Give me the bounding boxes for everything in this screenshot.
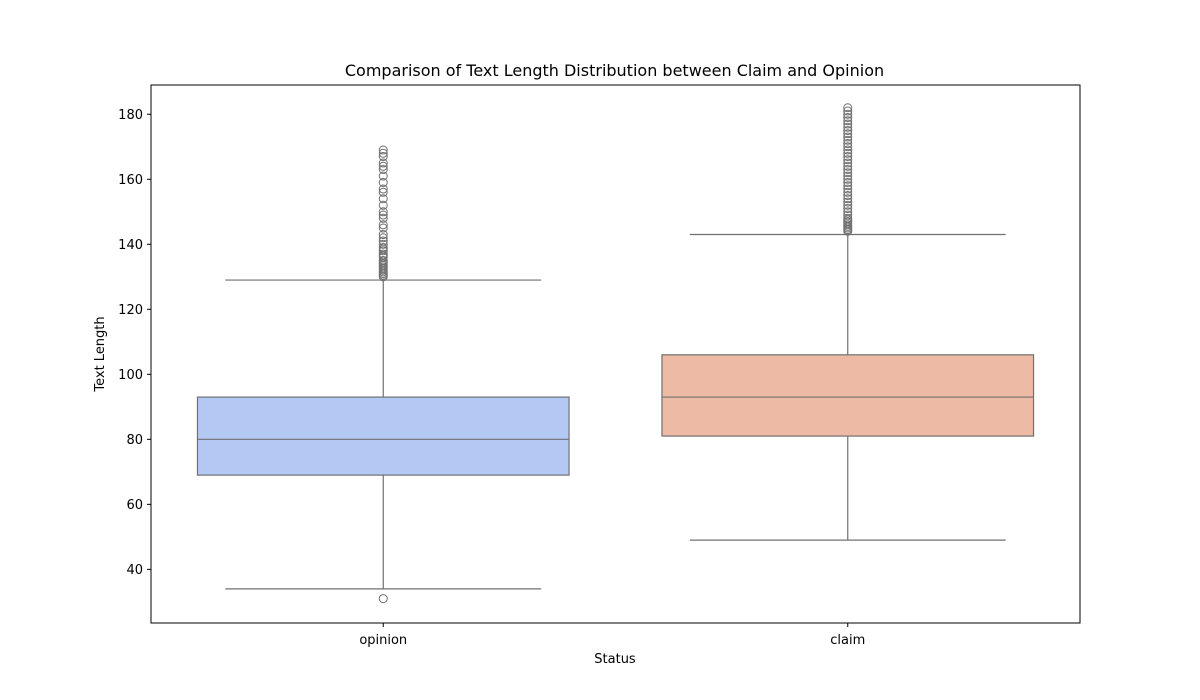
outlier-point [843,152,853,162]
box-opinion [196,145,570,604]
outlier-point [378,200,388,210]
outlier-point [843,116,853,126]
outlier-point [843,178,853,188]
outlier-point [843,129,853,139]
outlier-point [843,213,853,223]
outlier-point [378,220,388,230]
outlier-point [843,161,853,171]
y-axis-ticks: 40 60 80 100 120 140 160 180 [118,108,151,578]
outlier-point [843,165,853,175]
outlier-point [843,181,853,191]
outlier-point [843,200,853,210]
y-tick-label: 160 [118,173,143,188]
outlier-point [843,148,853,158]
outlier-point [378,239,388,249]
outlier-point [843,122,853,132]
outlier-point [843,135,853,145]
outlier-point [378,213,388,223]
outlier-point [843,103,853,113]
outlier-point [378,256,388,266]
outlier-point [843,139,853,149]
x-axis-ticks: opinion claim [359,623,865,648]
x-tick-label: opinion [359,633,407,648]
outlier-point [843,145,853,155]
outlier-point [378,194,388,204]
outlier-point [843,109,853,119]
outlier-point [843,210,853,220]
outlier-point [843,132,853,142]
y-tick-label: 40 [126,563,143,578]
outlier-point [843,187,853,197]
y-axis-label: Text Length [93,316,108,392]
outlier-point [843,207,853,217]
outlier-point [378,145,388,155]
x-tick-label: claim [830,633,865,648]
iqr-box [196,396,570,476]
y-tick-label: 80 [126,433,143,448]
outlier-point [378,210,388,220]
outlier-point [843,126,853,136]
outlier-point [843,194,853,204]
box-claim [661,103,1035,541]
outlier-point [378,158,388,168]
outlier-point [843,191,853,201]
y-tick-label: 100 [118,368,143,383]
iqr-box [661,354,1035,437]
outlier-point [843,174,853,184]
outlier-point [378,594,388,604]
plot-area-frame [150,84,1081,624]
outlier-point [378,171,388,181]
outlier-point [378,152,388,162]
outlier-point [843,142,853,152]
outlier-point [378,187,388,197]
outlier-point [378,165,388,175]
outlier-point [843,113,853,123]
outlier-point [378,236,388,246]
outlier-point [378,230,388,240]
outlier-point [378,161,388,171]
outlier-point [843,158,853,168]
outlier-point [378,249,388,259]
outlier-point [843,168,853,178]
outlier-point [843,171,853,181]
y-tick-label: 120 [118,303,143,318]
outlier-point [378,243,388,253]
outlier-point [843,106,853,116]
outlier-point [843,204,853,214]
x-axis-label: Status [594,652,636,667]
outlier-point [378,178,388,188]
outlier-point [843,184,853,194]
y-tick-label: 60 [126,498,143,513]
outlier-point [378,184,388,194]
outlier-point [843,155,853,165]
outlier-point [378,223,388,233]
outlier-point [843,119,853,129]
chart-title: Comparison of Text Length Distribution b… [345,61,884,80]
outlier-point [378,233,388,243]
outlier-point [378,148,388,158]
y-tick-label: 180 [118,108,143,123]
y-tick-label: 140 [118,238,143,253]
outlier-point [378,207,388,217]
outlier-point [843,197,853,207]
boxes-group [196,103,1035,604]
